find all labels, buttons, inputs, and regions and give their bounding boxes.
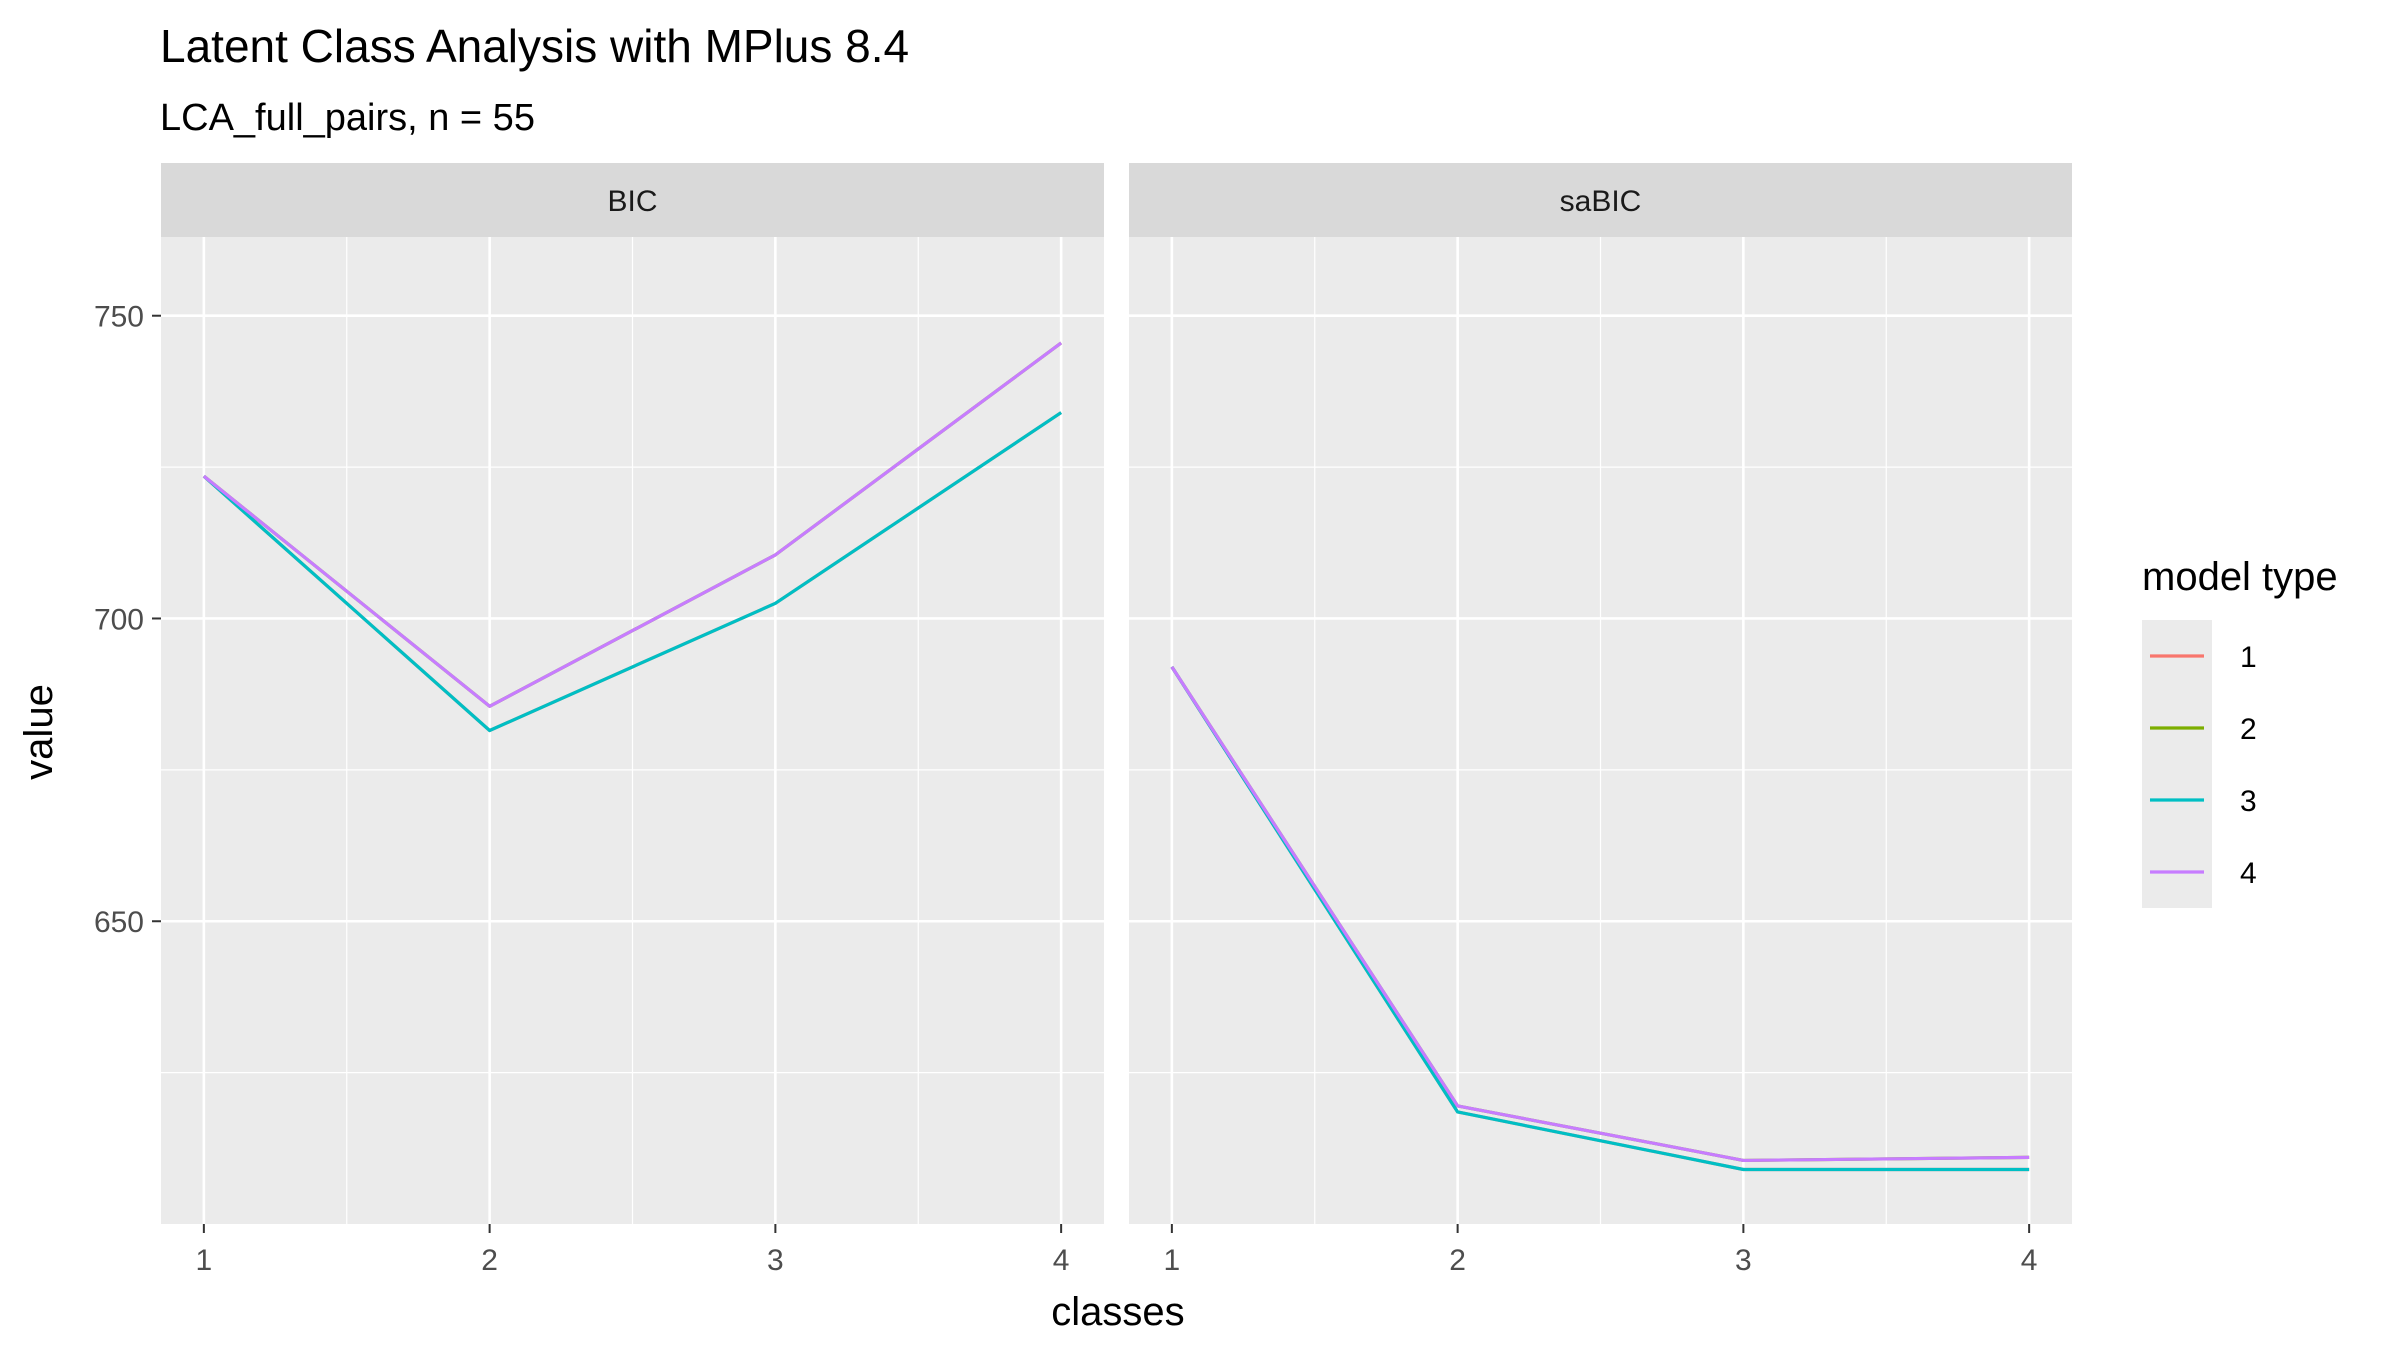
legend-key-background [2142,620,2212,908]
x-tick-label: 4 [1053,1244,1070,1277]
facet-panel-saBIC: saBIC 1 2 3 4 [1129,163,2072,1277]
chart-title: Latent Class Analysis with MPlus 8.4 [160,20,909,72]
y-axis-title: value [17,684,61,780]
x-axis-title: classes [1051,1290,1184,1334]
x-tick-label: 3 [1735,1244,1752,1277]
y-tick-label: 700 [94,603,144,636]
y-axis: 650 700 750 [94,301,161,939]
series-line-4 [202,341,1063,708]
x-tick-label: 1 [1164,1244,1181,1277]
y-tick-label: 750 [94,301,144,334]
facet-strip-label: BIC [607,185,657,218]
y-tick-label: 650 [94,906,144,939]
facet-strip [161,163,1104,237]
legend-label-4: 4 [2240,857,2257,890]
facet-strip-label: saBIC [1560,185,1642,218]
legend-label-3: 3 [2240,785,2257,818]
x-tick-label: 2 [481,1244,498,1277]
facet-panels: BIC 1 2 3 4 saBIC 1 2 3 4 [161,163,2072,1277]
legend: model type 1 2 3 4 [2142,555,2338,908]
x-tick-label: 4 [2021,1244,2038,1277]
x-tick-label: 2 [1449,1244,1466,1277]
series-line-3 [1170,666,2030,1172]
chart-subtitle: LCA_full_pairs, n = 55 [160,97,535,139]
x-tick-label: 1 [196,1244,213,1277]
facet-strip [1129,163,2072,237]
x-tick-label: 3 [767,1244,784,1277]
series-line-4 [1170,666,2030,1163]
series-line-3 [202,411,1063,733]
legend-title: model type [2142,555,2338,599]
legend-label-1: 1 [2240,641,2257,674]
facet-panel-BIC: BIC 1 2 3 4 [161,163,1104,1277]
legend-label-2: 2 [2240,713,2257,746]
